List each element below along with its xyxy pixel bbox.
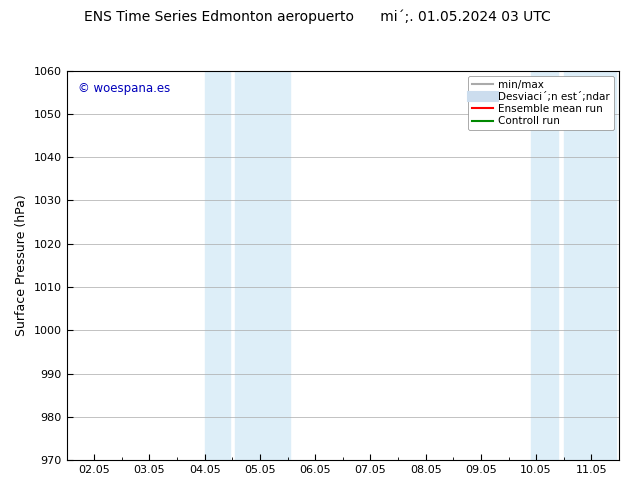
Bar	[235, 71, 290, 460]
Legend: min/max, Desviaci´;n est´;ndar, Ensemble mean run, Controll run: min/max, Desviaci´;n est´;ndar, Ensemble…	[468, 76, 614, 130]
Text: ENS Time Series Edmonton aeropuerto      mi´;. 01.05.2024 03 UTC: ENS Time Series Edmonton aeropuerto mi´;…	[84, 10, 550, 24]
Bar	[205, 71, 230, 460]
Y-axis label: Surface Pressure (hPa): Surface Pressure (hPa)	[15, 195, 28, 336]
Bar	[564, 71, 616, 460]
Text: © woespana.es: © woespana.es	[77, 82, 170, 95]
Bar	[531, 71, 558, 460]
